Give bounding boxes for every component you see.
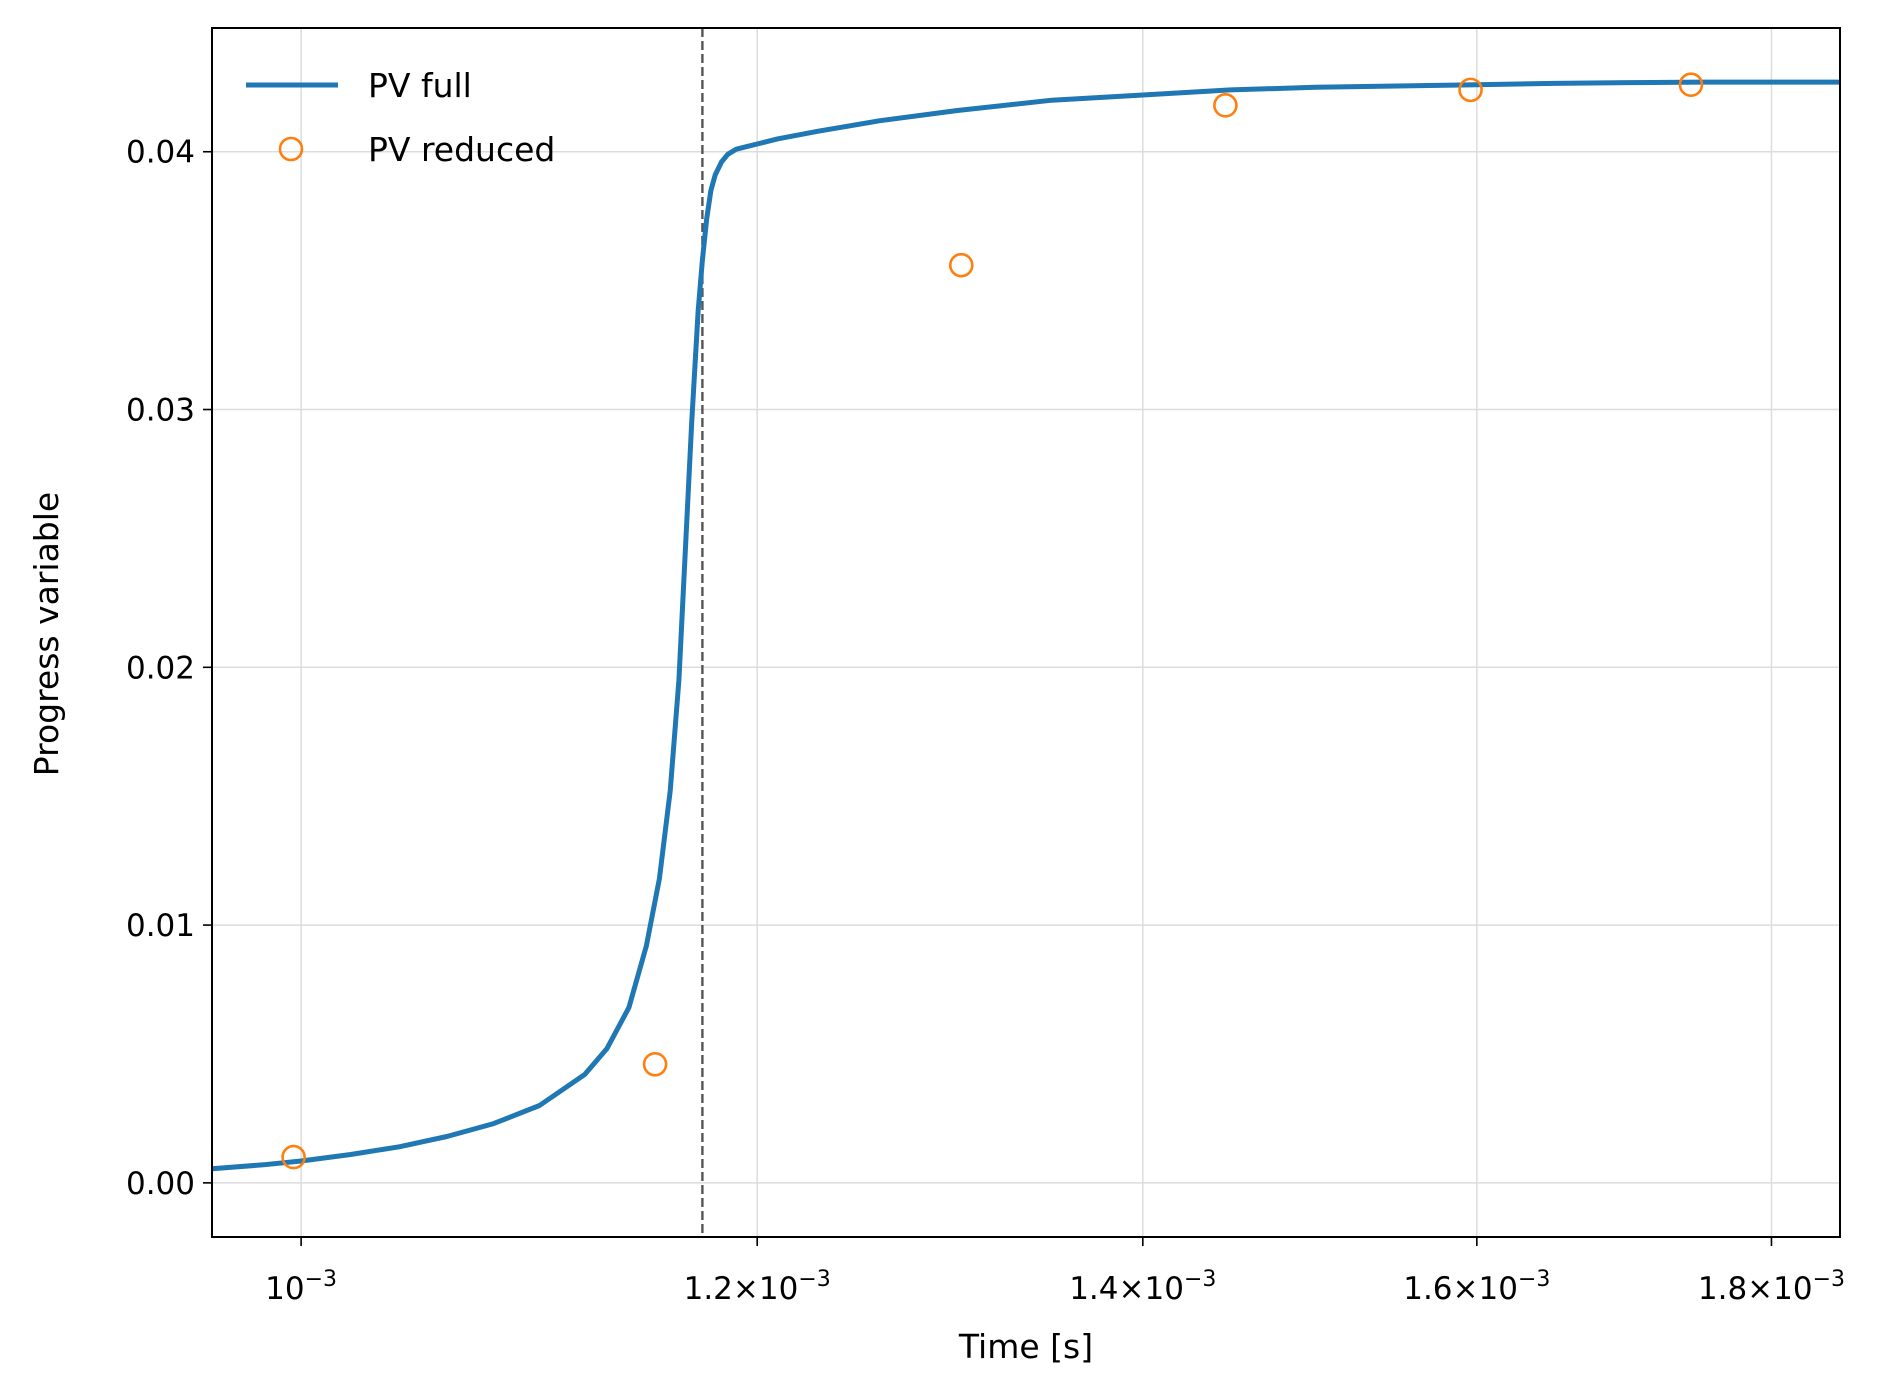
x-tick-label-base: 1.6×10 [1403,1271,1518,1307]
y-tick-label: 0.03 [126,393,195,429]
x-tick-label-exponent: −3 [1813,1267,1845,1292]
x-tick-label-exponent: −3 [1184,1267,1216,1292]
legend-label-pv-reduced: PV reduced [368,130,555,169]
legend-label-pv-full: PV full [368,66,472,105]
data-point-pv-reduced [948,252,974,278]
x-tick-label: 1.2×10−3 [684,1267,831,1307]
x-tick-label-exponent: −3 [798,1267,830,1292]
x-tick-label: 1.4×10−3 [1069,1267,1216,1307]
y-tick-label: 0.00 [126,1166,195,1202]
grid [212,28,1840,1237]
data-point-pv-reduced [642,1051,668,1077]
x-tick-label-base: 1.2×10 [684,1271,799,1307]
x-tick-label-base: 10 [265,1271,304,1307]
data-point-pv-reduced [1678,72,1704,98]
legend: PV full PV reduced [246,66,555,169]
plot-frame [211,27,1841,1238]
y-tick-label: 0.02 [126,650,195,686]
data-point-pv-reduced [1458,77,1483,103]
x-tick-label: 1.8×10−3 [1698,1267,1845,1307]
data-point-pv-reduced [281,1144,306,1170]
legend-swatch-pv-reduced [278,136,304,162]
x-tick-label-base: 1.4×10 [1069,1271,1184,1307]
plot-area [211,28,1840,1237]
x-tick-label-exponent: −3 [1518,1267,1550,1292]
y-axis-label: Progress variable [27,492,66,776]
x-tick-label: 10−3 [265,1267,337,1307]
series-line-pv-full [211,79,1840,1172]
y-tick-label: 0.04 [126,135,195,171]
x-tick-label-base: 1.8×10 [1698,1271,1813,1307]
y-tick-label: 0.01 [126,908,195,944]
x-tick-label-exponent: −3 [305,1267,337,1292]
axis-ticks: 10−3 1.2×10−3 1.4×10−3 1.6×10−3 1.8×10−30.00… [126,135,1845,1307]
x-tick-label: 1.6×10−3 [1403,1267,1550,1307]
x-axis-label: Time [s] [958,1327,1093,1366]
data-point-pv-reduced [1213,93,1238,118]
